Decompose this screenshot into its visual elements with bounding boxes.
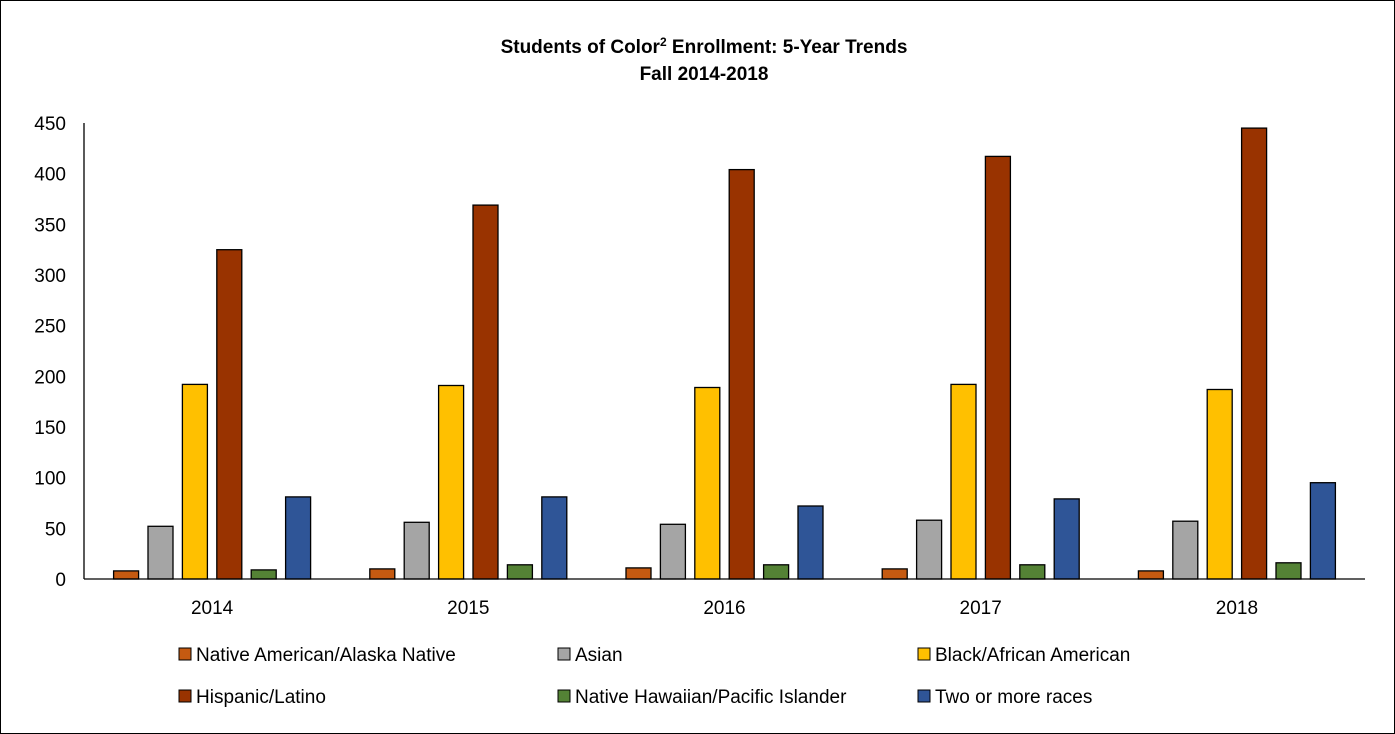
bar [694, 386, 721, 580]
legend-swatch [178, 689, 192, 703]
legend-swatch [178, 647, 192, 661]
y-axis-ticks: 0 50 100 150 200 250 300 350 400 450 [34, 114, 66, 591]
x-axis-ticks: 2014 2015 2016 2017 2018 [191, 598, 1258, 619]
y-tick-label: 0 [55, 570, 66, 591]
bar [728, 168, 755, 580]
bar [659, 523, 687, 580]
bar [181, 383, 209, 580]
bar [950, 383, 977, 580]
bar [250, 569, 277, 580]
legend-swatch [557, 647, 571, 661]
bar [541, 496, 568, 580]
legend-swatch [917, 647, 931, 661]
legend-swatch [917, 689, 931, 703]
bar [881, 568, 908, 580]
bar [1275, 562, 1302, 580]
legend-label: Black/African American [935, 645, 1130, 666]
bar [1172, 520, 1199, 580]
bar [1053, 498, 1080, 580]
legend-label: Hispanic/Latino [196, 687, 326, 708]
x-tick-label: 2018 [1216, 598, 1258, 619]
chart-title: Students of Color2 Enrollment: 5-Year Tr… [501, 35, 908, 58]
bar [147, 525, 174, 580]
bar [1137, 570, 1165, 580]
y-tick-label: 400 [34, 165, 66, 186]
chart-title-superscript: 2 [660, 35, 667, 49]
bar [506, 564, 534, 580]
chart-title-suffix: Enrollment: 5-Year Trends [667, 37, 908, 58]
chart-subtitle: Fall 2014-2018 [640, 64, 769, 85]
legend-label: Native American/Alaska Native [196, 645, 456, 666]
x-tick-label: 2015 [447, 598, 489, 619]
bar [1206, 388, 1233, 580]
bar [216, 249, 243, 580]
x-tick-label: 2017 [960, 598, 1002, 619]
x-tick-label: 2014 [191, 598, 234, 619]
legend-label: Native Hawaiian/Pacific Islander [575, 687, 847, 708]
bar [369, 568, 396, 580]
y-tick-label: 50 [45, 519, 66, 540]
bar [797, 505, 824, 580]
bar [437, 384, 465, 580]
y-tick-label: 350 [34, 215, 66, 236]
y-tick-label: 450 [34, 114, 66, 135]
y-tick-label: 250 [34, 317, 66, 338]
x-tick-label: 2016 [703, 598, 745, 619]
y-tick-label: 100 [34, 469, 66, 490]
bar [112, 570, 140, 580]
y-tick-label: 200 [34, 367, 66, 388]
legend-label: Asian [575, 645, 623, 666]
bar [1240, 127, 1268, 580]
bar [762, 564, 790, 580]
bar [984, 155, 1012, 580]
y-tick-label: 150 [34, 418, 66, 439]
chart-title-main: Students of Color [501, 37, 661, 58]
legend: Native American/Alaska Native Asian Black/… [178, 645, 1130, 708]
legend-label: Two or more races [935, 687, 1092, 708]
bar [1019, 564, 1046, 580]
plot-area [83, 123, 1365, 580]
bar [1309, 482, 1337, 580]
y-tick-label: 300 [34, 266, 66, 287]
bar [284, 496, 312, 580]
bar [403, 521, 430, 580]
bar [915, 519, 943, 580]
bar [472, 204, 499, 580]
bar [625, 567, 652, 580]
legend-swatch [557, 689, 571, 703]
